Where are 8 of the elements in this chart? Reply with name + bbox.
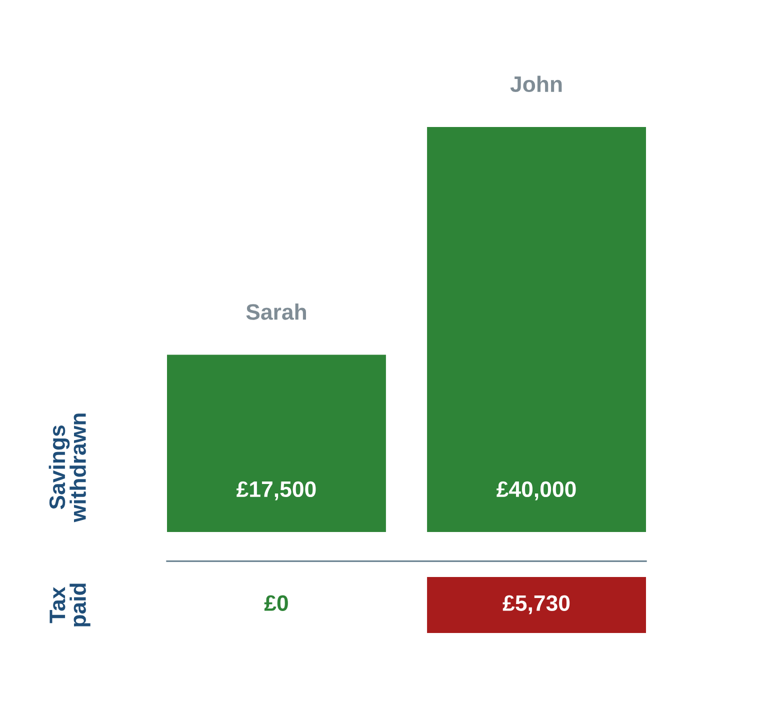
x-tick-label: John [510, 76, 562, 92]
y-axis-title: Tax paid [50, 584, 90, 626]
data-label: £17,500 [236, 481, 316, 500]
data-label: £0 [264, 595, 288, 611]
x-tick-label: Sarah [246, 304, 306, 320]
data-label: £40,000 [496, 481, 576, 500]
y-axis-title: Savings withdrawn [48, 414, 86, 522]
data-label: £5,730 [502, 595, 570, 614]
